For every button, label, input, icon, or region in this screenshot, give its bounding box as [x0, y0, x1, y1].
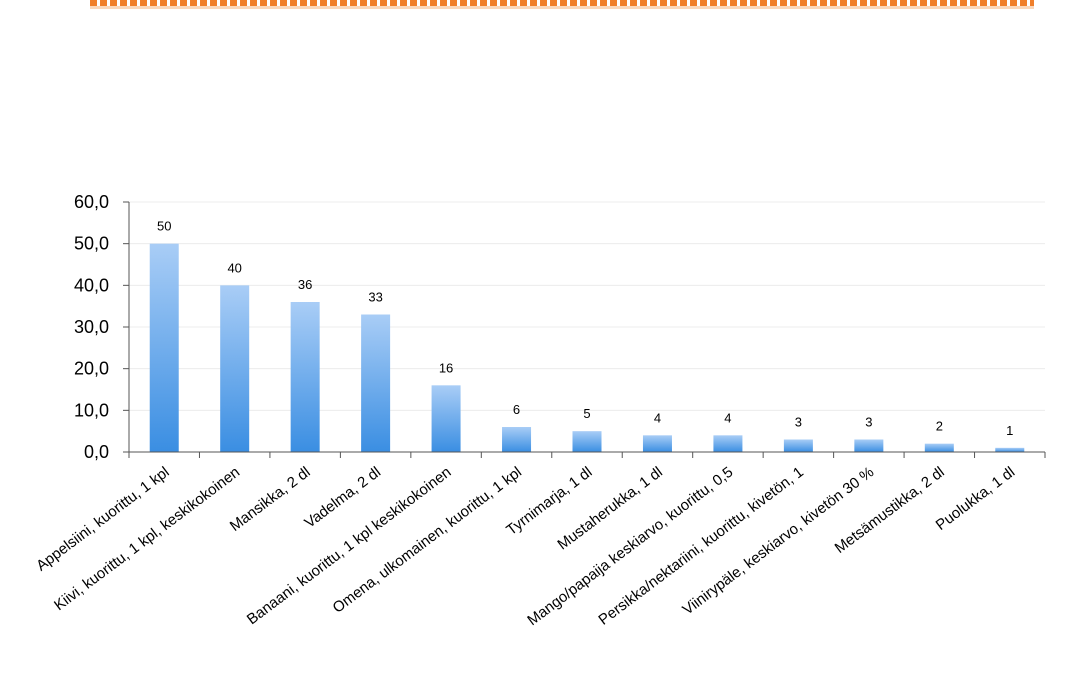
bar — [642, 435, 672, 452]
data-label: 2 — [936, 419, 943, 434]
data-label: 3 — [795, 415, 802, 430]
data-label: 36 — [298, 277, 312, 292]
axes: 0,0 10,0 20,0 30,0 40,0 50,0 60,0 — [74, 192, 1046, 462]
data-label: 3 — [865, 415, 872, 430]
top-border-shadow — [90, 6, 1034, 9]
bar — [149, 243, 179, 452]
data-label: 4 — [724, 410, 731, 425]
bar — [431, 385, 461, 452]
bar — [854, 439, 884, 452]
bar — [713, 435, 743, 452]
y-tick-label: 20,0 — [74, 359, 109, 379]
data-label: 40 — [227, 260, 241, 275]
bar — [995, 447, 1025, 452]
y-tick-label: 40,0 — [74, 275, 109, 295]
data-label: 5 — [583, 406, 590, 421]
bar — [783, 439, 813, 452]
y-tick-label: 0,0 — [84, 442, 109, 462]
data-label: 16 — [439, 360, 453, 375]
category-label: Puolukka, 1 dl — [933, 464, 1018, 534]
y-tick-label: 10,0 — [74, 400, 109, 420]
bar — [290, 302, 320, 452]
data-label: 4 — [654, 410, 661, 425]
data-label: 50 — [157, 219, 171, 234]
top-dashed-border — [90, 0, 1034, 6]
bars — [149, 243, 1025, 452]
gridlines — [129, 201, 1045, 411]
data-label: 6 — [513, 402, 520, 417]
data-label: 33 — [368, 290, 382, 305]
bar — [361, 314, 391, 452]
bar — [220, 285, 250, 452]
data-label: 1 — [1006, 423, 1013, 438]
y-tick-label: 60,0 — [74, 192, 109, 212]
bar — [502, 427, 532, 452]
y-tick-label: 50,0 — [74, 234, 109, 254]
bar — [924, 443, 954, 452]
category-label: Appelsiini, kuorittu, 1 kpl — [33, 464, 172, 575]
y-tick-label: 30,0 — [74, 317, 109, 337]
bar — [572, 431, 602, 452]
